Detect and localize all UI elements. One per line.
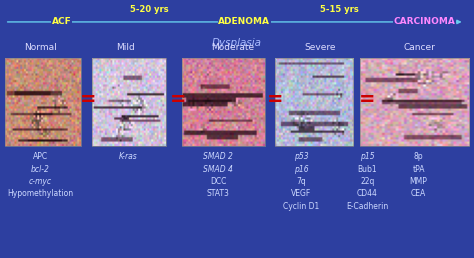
Text: Dysplasia: Dysplasia [212,38,262,47]
Text: CD44: CD44 [357,189,378,198]
Text: Bub1: Bub1 [357,165,377,174]
Text: ADENOMA: ADENOMA [218,18,270,26]
Text: Normal: Normal [24,43,57,52]
Bar [5,58,81,146]
Text: DCC: DCC [210,177,226,186]
Text: MMP: MMP [410,177,428,186]
Text: Hypomethylation: Hypomethylation [7,189,73,198]
Text: =: = [80,90,96,109]
Text: p15: p15 [360,152,374,161]
Text: SMAD 4: SMAD 4 [203,165,233,174]
Text: Severe: Severe [304,43,336,52]
Text: Moderate: Moderate [211,43,254,52]
Text: VEGF: VEGF [291,189,311,198]
Text: p16: p16 [294,165,308,174]
Text: 22q: 22q [360,177,374,186]
Text: K-ras: K-ras [118,152,137,161]
Text: CEA: CEA [411,189,426,198]
Text: c-myc: c-myc [29,177,52,186]
Text: p53: p53 [294,152,308,161]
Text: SMAD 2: SMAD 2 [203,152,233,161]
Bar [360,58,469,146]
Bar [182,58,265,146]
Bar [92,58,166,146]
Text: 7q: 7q [296,177,306,186]
Text: ACF: ACF [52,18,72,26]
Text: STAT3: STAT3 [207,189,229,198]
Text: Cyclin D1: Cyclin D1 [283,202,319,211]
Text: CARCINOMA: CARCINOMA [393,18,455,26]
Text: 5-15 yrs: 5-15 yrs [319,5,358,14]
Text: =: = [267,90,283,109]
Text: bcl-2: bcl-2 [31,165,50,174]
Text: =: = [359,90,375,109]
Text: Mild: Mild [116,43,135,52]
Text: =: = [170,90,186,109]
Text: 8p: 8p [414,152,423,161]
Text: tPA: tPA [412,165,425,174]
Text: 5-20 yrs: 5-20 yrs [130,5,169,14]
Text: E-Cadherin: E-Cadherin [346,202,389,211]
Bar [275,58,353,146]
Text: APC: APC [33,152,48,161]
Text: Cancer: Cancer [403,43,436,52]
